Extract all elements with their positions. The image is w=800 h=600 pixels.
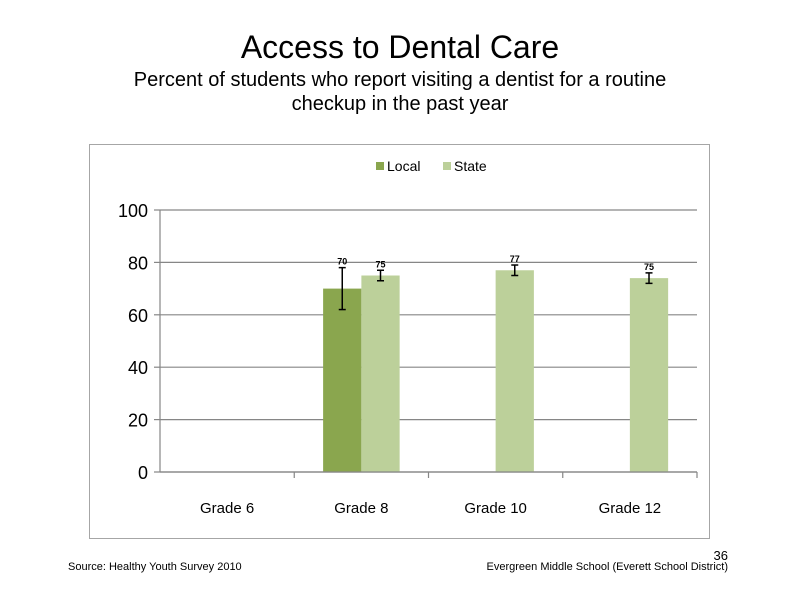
data-label: 77 (510, 254, 520, 264)
y-tick-label: 60 (128, 306, 148, 326)
source-note: Source: Healthy Youth Survey 2010 (68, 561, 242, 573)
bar-local (323, 288, 362, 472)
school-note: Evergreen Middle School (Everett School … (486, 561, 728, 573)
x-tick-label: Grade 6 (200, 500, 254, 517)
bar-state (361, 275, 400, 472)
data-label: 75 (375, 259, 385, 269)
page-number: 36 (713, 548, 728, 563)
y-tick-label: 80 (128, 253, 148, 273)
bar-state (629, 278, 669, 472)
legend-label-state: State (454, 158, 487, 174)
y-tick-label: 20 (128, 411, 148, 431)
legend-swatch-state (443, 162, 451, 170)
y-tick-label: 40 (128, 358, 148, 378)
data-label: 75 (644, 262, 654, 272)
x-tick-label: Grade 8 (334, 500, 388, 517)
data-label: 70 (337, 257, 347, 267)
page-subtitle: Percent of students who report visiting … (133, 69, 667, 115)
x-tick-label: Grade 12 (599, 500, 662, 517)
bar-state (495, 270, 534, 472)
y-tick-label: 0 (138, 463, 148, 483)
y-tick-label: 100 (118, 201, 148, 221)
x-tick-label: Grade 10 (464, 500, 527, 517)
legend-label-local: Local (387, 158, 420, 174)
chart-frame (89, 144, 710, 539)
page-title: Access to Dental Care (240, 29, 560, 65)
legend-swatch-local (376, 162, 384, 170)
